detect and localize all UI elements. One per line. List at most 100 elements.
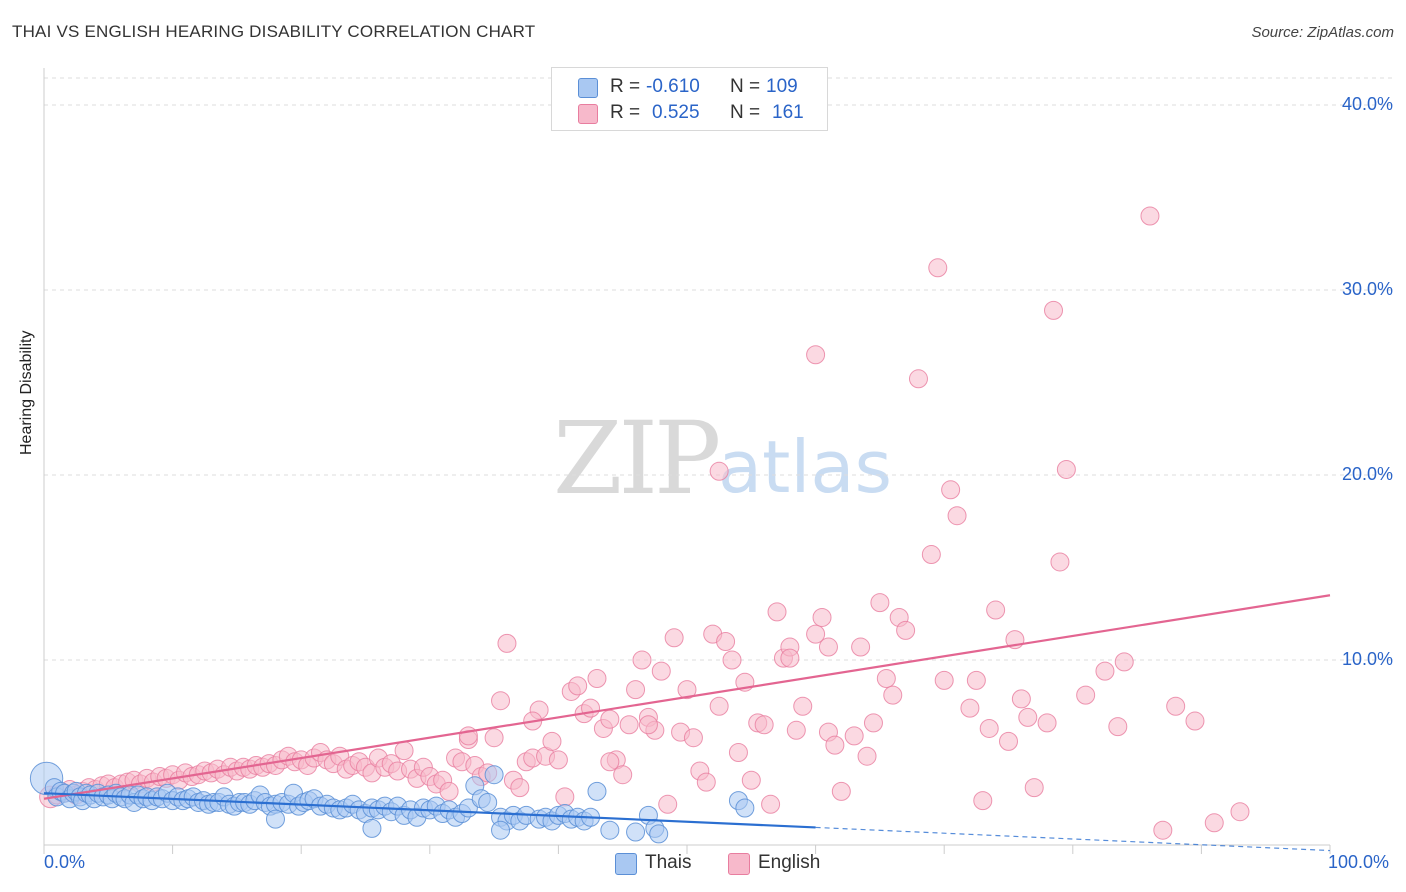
- english-point: [613, 765, 633, 785]
- thai-point: [362, 818, 382, 838]
- english-point: [928, 258, 948, 278]
- english-point: [651, 661, 671, 681]
- english-point: [709, 696, 729, 716]
- english-point: [870, 593, 890, 613]
- english-point: [825, 735, 845, 755]
- english-point: [979, 718, 999, 738]
- english-point: [722, 650, 742, 670]
- english-point: [555, 787, 575, 807]
- thai-point: [478, 792, 498, 812]
- legend-r-value: 0.525: [652, 102, 700, 123]
- english-point: [908, 369, 928, 389]
- english-point: [857, 746, 877, 766]
- english-point: [806, 624, 826, 644]
- legend-swatch-thais: [578, 78, 598, 98]
- english-point: [1095, 661, 1115, 681]
- english-point: [1108, 717, 1128, 737]
- correlation-legend: R = -0.610 N = 109 R = 0.525 N = 161: [551, 67, 828, 131]
- english-point: [677, 680, 697, 700]
- legend-n-label: N =: [730, 76, 761, 97]
- english-point: [966, 670, 986, 690]
- english-point: [497, 633, 517, 653]
- x-tick-max: 100.0%: [1328, 852, 1390, 872]
- english-point: [632, 650, 652, 670]
- english-point: [728, 743, 748, 762]
- legend-r-label: R =: [610, 76, 641, 97]
- english-point: [587, 669, 607, 688]
- english-point: [600, 709, 620, 729]
- english-point: [921, 545, 941, 565]
- thai-point: [626, 822, 646, 842]
- thai-trend-line: [43, 792, 816, 829]
- english-point: [973, 791, 993, 811]
- english-point: [818, 637, 838, 657]
- english-point: [568, 676, 588, 696]
- thai-point: [735, 798, 755, 818]
- english-point: [1018, 707, 1038, 727]
- english-point: [619, 715, 639, 735]
- legend-n-label: N =: [730, 102, 761, 123]
- english-point: [1140, 206, 1160, 226]
- english-point: [696, 772, 716, 792]
- thai-point: [649, 824, 669, 844]
- english-point: [1185, 711, 1205, 731]
- y-axis-label: Hearing Disability: [18, 330, 35, 456]
- english-trend-line: [43, 594, 1331, 800]
- english-point: [986, 600, 1006, 620]
- english-point: [999, 731, 1018, 751]
- thai-trend-extension: [815, 826, 1331, 852]
- y-tick-label: 40.0%: [1341, 94, 1393, 114]
- english-point: [1044, 300, 1064, 320]
- english-point: [831, 781, 851, 801]
- bottom-label-thais: Thais: [645, 852, 692, 873]
- english-point: [626, 680, 646, 700]
- english-point: [581, 698, 601, 718]
- english-point: [1230, 802, 1250, 822]
- english-point: [863, 713, 883, 733]
- english-point: [767, 602, 787, 622]
- english-point: [1024, 778, 1044, 798]
- legend-n-value: 161: [772, 102, 804, 123]
- thai-point: [587, 781, 607, 801]
- english-point: [1050, 552, 1070, 572]
- legend-r-label: R =: [610, 102, 641, 123]
- legend-n-value: 109: [766, 76, 798, 97]
- thai-point: [600, 820, 620, 840]
- legend-swatch-english: [578, 104, 598, 124]
- english-point: [394, 741, 414, 761]
- y-tick-label: 30.0%: [1341, 279, 1393, 299]
- english-point: [1037, 713, 1057, 733]
- english-point: [876, 669, 896, 688]
- english-point: [960, 698, 980, 718]
- english-point: [716, 632, 736, 651]
- chart-title: THAI VS ENGLISH HEARING DISABILITY CORRE…: [12, 22, 536, 41]
- english-point: [844, 726, 864, 746]
- english-point: [491, 691, 511, 711]
- english-point: [1114, 652, 1134, 672]
- watermark-atlas: atlas: [718, 425, 892, 509]
- legend-r-value: -0.610: [646, 76, 700, 97]
- english-point: [600, 752, 620, 772]
- bottom-label-english: English: [758, 852, 821, 873]
- watermark-zip: ZIP: [553, 400, 721, 517]
- english-point: [638, 715, 658, 735]
- english-point: [484, 728, 504, 748]
- y-tick-label: 10.0%: [1341, 649, 1393, 669]
- english-point: [664, 628, 684, 648]
- english-point: [1076, 685, 1096, 705]
- english-point: [761, 794, 781, 814]
- english-point: [1166, 696, 1186, 716]
- english-point: [883, 685, 903, 705]
- english-point: [851, 637, 871, 657]
- english-point: [754, 715, 774, 735]
- english-point: [709, 461, 729, 481]
- english-point: [786, 720, 806, 740]
- english-point: [947, 506, 967, 526]
- y-tick-label: 20.0%: [1341, 464, 1393, 484]
- bottom-swatch-english: [728, 853, 750, 875]
- english-point: [510, 778, 530, 798]
- english-point: [439, 781, 459, 801]
- english-point: [548, 750, 568, 770]
- english-point: [806, 345, 826, 365]
